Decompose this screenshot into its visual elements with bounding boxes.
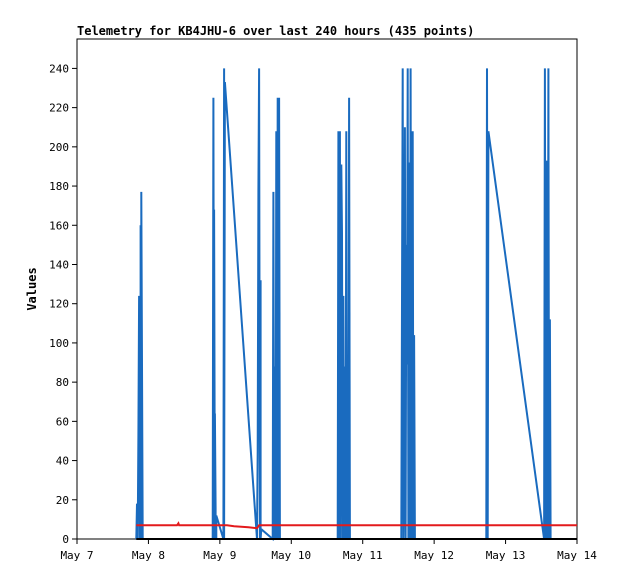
x-tick-label: May 9 <box>203 549 236 562</box>
y-tick-label: 200 <box>49 141 69 154</box>
x-tick-label: May 10 <box>271 549 311 562</box>
y-tick-label: 80 <box>56 376 69 389</box>
series-layer <box>135 68 577 542</box>
y-tick-label: 240 <box>49 62 69 75</box>
y-tick-label: 100 <box>49 337 69 350</box>
x-tick-label: May 14 <box>557 549 597 562</box>
y-axis-label: Values <box>25 267 39 310</box>
y-tick-label: 120 <box>49 298 69 311</box>
y-tick-label: 40 <box>56 455 69 468</box>
y-tick-label: 140 <box>49 258 69 271</box>
x-tick-label: May 7 <box>60 549 93 562</box>
series-line-0 <box>135 68 552 542</box>
x-tick-label: May 8 <box>132 549 165 562</box>
chart-title: Telemetry for KB4JHU-6 over last 240 hou… <box>77 24 474 38</box>
x-tick-label: May 12 <box>414 549 454 562</box>
x-tick-label: May 13 <box>486 549 526 562</box>
series-line-1 <box>136 521 577 530</box>
y-tick-label: 0 <box>62 533 69 546</box>
y-axis-ticks: 0 20 40 60 80 100 120 140 160 180 200 220 240 <box>49 62 77 546</box>
y-tick-label: 60 <box>56 415 69 428</box>
y-tick-label: 160 <box>49 219 69 232</box>
y-tick-label: 180 <box>49 180 69 193</box>
y-tick-label: 220 <box>49 102 69 115</box>
x-tick-label: May 11 <box>343 549 383 562</box>
y-tick-label: 20 <box>56 494 69 507</box>
x-axis-ticks: May 7 May 8 May 9 May 10 May 11 May 12 May 13 M… <box>60 539 597 562</box>
